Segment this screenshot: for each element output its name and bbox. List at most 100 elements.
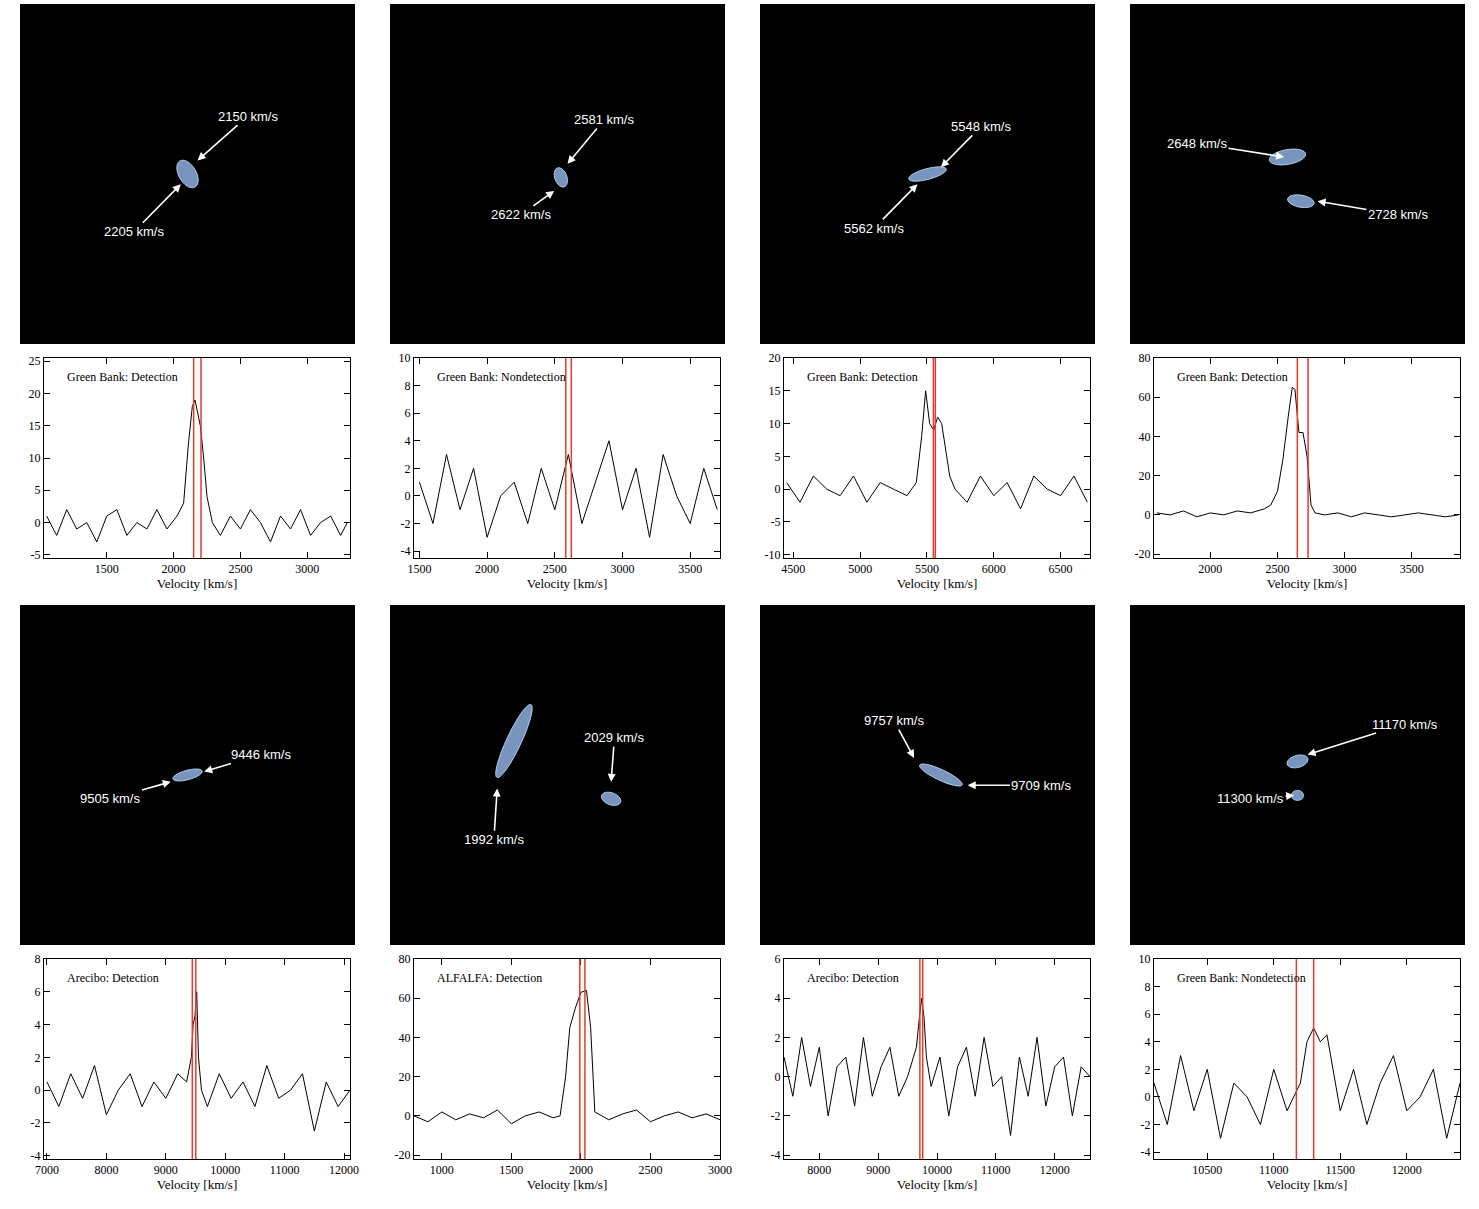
svg-text:2: 2 [35,1051,41,1065]
svg-text:3000: 3000 [1333,562,1357,576]
svg-text:25: 25 [29,354,41,368]
svg-text:Velocity [km/s]: Velocity [km/s] [527,576,608,591]
svg-text:Arecibo: Detection: Arecibo: Detection [807,971,899,985]
svg-text:5: 5 [35,483,41,497]
svg-text:12000: 12000 [1392,1163,1422,1177]
svg-text:80: 80 [1139,351,1151,365]
svg-text:6: 6 [35,985,41,999]
svg-text:10000: 10000 [210,1163,240,1177]
svg-text:10500: 10500 [1192,1163,1222,1177]
svg-text:2000: 2000 [569,1163,593,1177]
svg-text:2: 2 [775,1031,781,1045]
svg-text:1500: 1500 [407,562,431,576]
svg-text:11000: 11000 [270,1163,300,1177]
svg-text:4: 4 [35,1018,41,1032]
svg-text:-20: -20 [395,1148,411,1162]
svg-text:11000: 11000 [981,1163,1011,1177]
svg-text:11000: 11000 [1259,1163,1289,1177]
svg-text:9757 km/s: 9757 km/s [864,713,924,728]
svg-text:20: 20 [29,387,41,401]
svg-text:Velocity [km/s]: Velocity [km/s] [1267,576,1348,591]
svg-text:Velocity [km/s]: Velocity [km/s] [157,576,238,591]
svg-text:Velocity [km/s]: Velocity [km/s] [897,576,978,591]
svg-text:10: 10 [769,417,781,431]
svg-text:Green Bank: Detection: Green Bank: Detection [807,370,918,384]
svg-text:2500: 2500 [543,562,567,576]
svg-text:Velocity [km/s]: Velocity [km/s] [157,1177,238,1192]
svg-text:4: 4 [775,991,781,1005]
svg-text:6: 6 [775,952,781,966]
svg-text:8: 8 [35,952,41,966]
svg-text:10: 10 [399,351,411,365]
svg-text:3000: 3000 [611,562,635,576]
svg-text:0: 0 [35,1083,41,1097]
svg-text:10: 10 [1139,952,1151,966]
svg-text:0: 0 [775,482,781,496]
svg-text:6000: 6000 [982,562,1006,576]
svg-text:80: 80 [399,952,411,966]
svg-text:1000: 1000 [430,1163,454,1177]
svg-text:6: 6 [405,406,411,420]
svg-text:2500: 2500 [228,562,252,576]
svg-text:-5: -5 [31,548,41,562]
svg-text:-2: -2 [31,1116,41,1130]
svg-text:8000: 8000 [807,1163,831,1177]
svg-text:2: 2 [405,462,411,476]
svg-text:15: 15 [769,384,781,398]
svg-text:4: 4 [1145,1035,1151,1049]
svg-text:0: 0 [775,1070,781,1084]
svg-text:12000: 12000 [329,1163,359,1177]
svg-text:2: 2 [1145,1063,1151,1077]
svg-text:ALFALFA: Detection: ALFALFA: Detection [437,971,542,985]
svg-text:11300 km/s: 11300 km/s [1217,791,1284,806]
svg-text:0: 0 [1145,1090,1151,1104]
svg-text:3500: 3500 [1400,562,1424,576]
svg-text:-4: -4 [1141,1145,1151,1159]
svg-text:40: 40 [1139,430,1151,444]
svg-text:40: 40 [399,1031,411,1045]
svg-text:-2: -2 [401,517,411,531]
svg-text:20: 20 [769,351,781,365]
svg-text:4500: 4500 [781,562,805,576]
svg-text:2500: 2500 [1265,562,1289,576]
svg-text:-5: -5 [771,515,781,529]
svg-text:2648 km/s: 2648 km/s [1167,136,1227,151]
svg-text:60: 60 [399,991,411,1005]
svg-text:11500: 11500 [1325,1163,1355,1177]
svg-text:8000: 8000 [94,1163,118,1177]
svg-text:1500: 1500 [499,1163,523,1177]
svg-text:0: 0 [405,1109,411,1123]
svg-text:20: 20 [1139,469,1151,483]
svg-text:2000: 2000 [475,562,499,576]
svg-text:Velocity [km/s]: Velocity [km/s] [527,1177,608,1192]
svg-text:Green Bank: Detection: Green Bank: Detection [67,370,178,384]
svg-text:Arecibo: Detection: Arecibo: Detection [67,971,159,985]
svg-text:5: 5 [775,450,781,464]
svg-text:2500: 2500 [638,1163,662,1177]
svg-text:9709 km/s: 9709 km/s [1011,778,1071,793]
svg-text:9000: 9000 [154,1163,178,1177]
svg-text:9446 km/s: 9446 km/s [231,747,291,762]
svg-text:Green Bank: Nondetection: Green Bank: Nondetection [437,370,566,384]
svg-text:2728 km/s: 2728 km/s [1368,207,1428,222]
svg-text:10: 10 [29,451,41,465]
svg-text:8: 8 [405,379,411,393]
svg-text:8: 8 [1145,980,1151,994]
svg-text:3000: 3000 [295,562,319,576]
svg-text:2000: 2000 [1198,562,1222,576]
svg-text:Velocity [km/s]: Velocity [km/s] [897,1177,978,1192]
svg-text:-2: -2 [771,1109,781,1123]
svg-text:-2: -2 [1141,1118,1151,1132]
svg-text:15: 15 [29,419,41,433]
svg-text:60: 60 [1139,390,1151,404]
svg-text:3000: 3000 [708,1163,732,1177]
svg-text:-20: -20 [1135,547,1151,561]
svg-text:Green Bank: Detection: Green Bank: Detection [1177,370,1288,384]
svg-text:7000: 7000 [35,1163,59,1177]
svg-text:6: 6 [1145,1007,1151,1021]
svg-text:0: 0 [35,516,41,530]
svg-text:2205 km/s: 2205 km/s [104,224,164,239]
svg-text:1500: 1500 [95,562,119,576]
svg-text:9000: 9000 [866,1163,890,1177]
svg-text:10000: 10000 [922,1163,952,1177]
